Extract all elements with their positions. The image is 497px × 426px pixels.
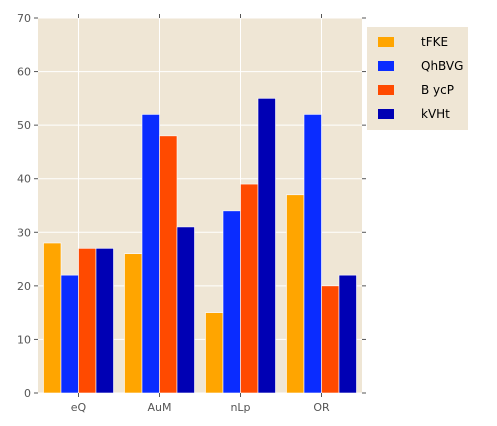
legend-label: B ycP (421, 83, 454, 97)
legend-label: QhBVG (421, 59, 463, 73)
axes: 0 10 20 30 40 50 60 70 eQ AuM nLp OR (17, 12, 366, 414)
bar (257, 98, 276, 394)
bar (124, 253, 143, 394)
y-tick-label: 0 (24, 387, 31, 400)
x-tick-label: nLp (230, 401, 250, 414)
y-tick-label: 20 (17, 280, 31, 293)
bars (43, 98, 357, 394)
legend: tFKE QhBVG B ycP kVHt (367, 27, 468, 130)
bar (95, 248, 114, 394)
legend-swatch (378, 37, 394, 47)
x-tick-label: AuM (148, 401, 172, 414)
legend-swatch (378, 85, 394, 95)
legend-swatch (378, 109, 394, 119)
bar (78, 248, 97, 394)
bar (338, 274, 357, 394)
bar (321, 285, 340, 394)
legend-swatch (378, 61, 394, 71)
bar (141, 114, 160, 394)
y-tick-label: 40 (17, 173, 31, 186)
bar (222, 210, 241, 394)
bar (159, 135, 178, 394)
bar (205, 312, 224, 394)
x-tick-label: OR (313, 401, 330, 414)
bar (240, 183, 259, 394)
y-tick-label: 30 (17, 226, 31, 239)
y-tick-label: 70 (17, 12, 31, 25)
bar (43, 242, 62, 394)
bar (60, 274, 79, 394)
bar (286, 194, 305, 394)
y-tick-label: 10 (17, 333, 31, 346)
y-tick-label: 60 (17, 66, 31, 79)
legend-label: tFKE (421, 35, 448, 49)
bar (303, 114, 322, 394)
x-tick-label: eQ (71, 401, 87, 414)
y-tick-label: 50 (17, 119, 31, 132)
bar (176, 226, 195, 394)
legend-label: kVHt (421, 107, 450, 121)
